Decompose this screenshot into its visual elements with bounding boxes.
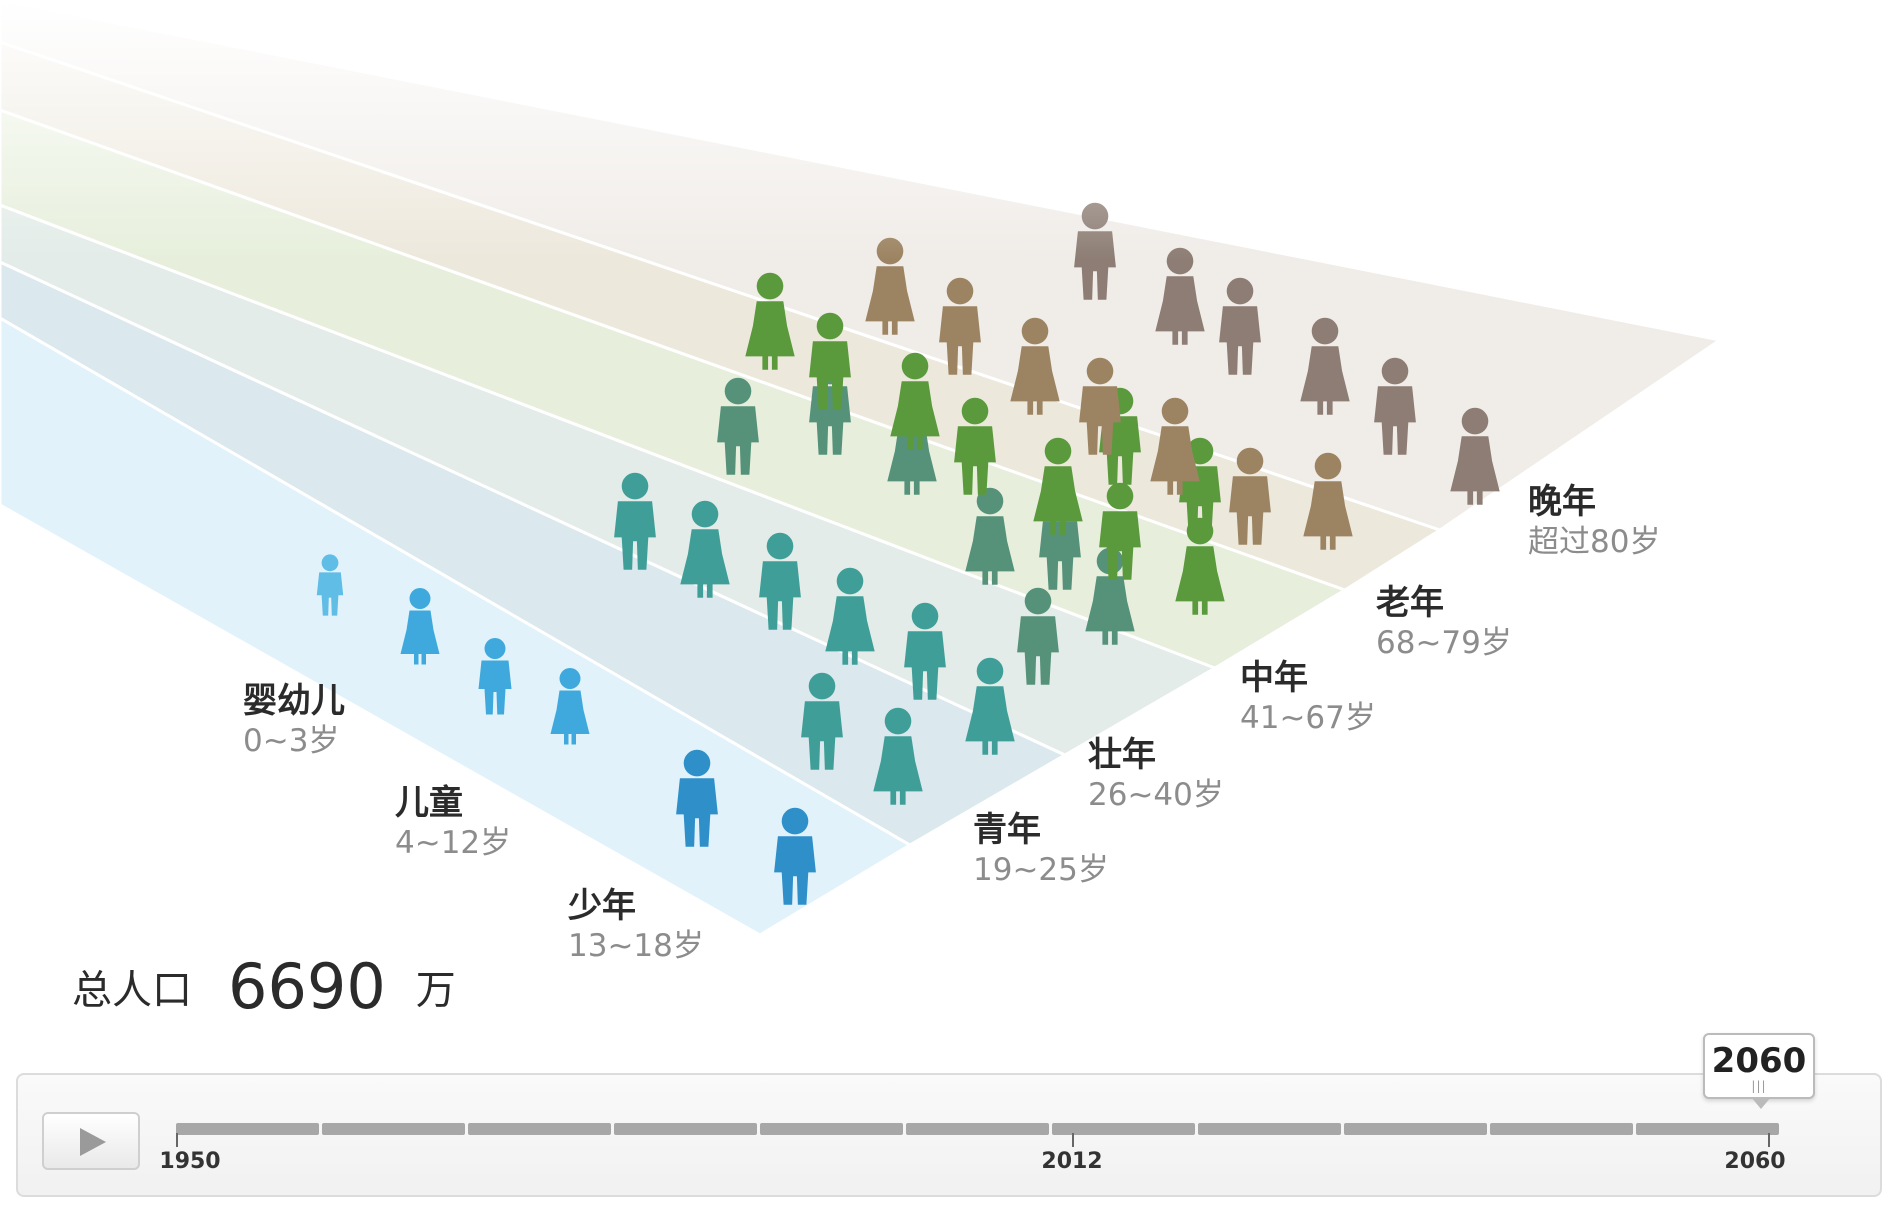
timeline-segment	[468, 1123, 611, 1135]
play-icon	[80, 1128, 106, 1156]
age-bands	[0, 0, 1891, 1040]
timeline-segment	[176, 1123, 319, 1135]
group-label-prime: 壮年 26~40岁	[1088, 735, 1224, 814]
tick-start	[176, 1133, 178, 1147]
timeline-segment	[906, 1123, 1049, 1135]
group-name: 婴幼儿	[243, 681, 345, 721]
group-label-middle: 中年 41~67岁	[1240, 658, 1376, 737]
group-label-teen: 少年 13~18岁	[568, 886, 704, 965]
timeline-segment	[1198, 1123, 1341, 1135]
timeline-segment	[322, 1123, 465, 1135]
group-label-elderly: 晚年 超过80岁	[1528, 482, 1661, 561]
timeline-track[interactable]	[176, 1123, 1784, 1135]
timeline-segment	[1490, 1123, 1633, 1135]
timeline-handle[interactable]: 2060 |||	[1703, 1033, 1815, 1109]
group-range: 41~67岁	[1240, 700, 1376, 737]
total-value: 6690	[228, 950, 386, 1023]
group-range: 26~40岁	[1088, 777, 1224, 814]
group-name: 老年	[1376, 583, 1444, 623]
grip-icon: |||	[1751, 1079, 1767, 1093]
group-range: 0~3岁	[243, 723, 340, 760]
tick-mid	[1072, 1133, 1074, 1147]
timeline-segment	[614, 1123, 757, 1135]
group-label-senior: 老年 68~79岁	[1376, 583, 1512, 662]
year-label-start: 1950	[159, 1149, 221, 1174]
current-year: 2060	[1711, 1041, 1807, 1081]
group-name: 青年	[973, 810, 1041, 850]
group-range: 19~25岁	[973, 852, 1109, 889]
group-label-child: 儿童 4~12岁	[395, 783, 512, 862]
timeline-segment	[760, 1123, 903, 1135]
handle-pointer	[1751, 1097, 1771, 1109]
total-unit: 万	[415, 967, 456, 1014]
total-label: 总人口	[72, 967, 192, 1014]
play-button[interactable]	[42, 1112, 140, 1170]
group-name: 儿童	[395, 783, 463, 823]
timeline-segment	[1052, 1123, 1195, 1135]
group-range: 4~12岁	[395, 825, 512, 862]
tick-end	[1768, 1133, 1770, 1147]
group-range: 超过80岁	[1528, 524, 1661, 561]
year-label-end: 2060	[1724, 1149, 1786, 1174]
timeline-bar: 1950 2012 2060	[16, 1073, 1882, 1197]
group-label-youth: 青年 19~25岁	[973, 810, 1109, 889]
year-label-mid: 2012	[1041, 1149, 1103, 1174]
group-name: 壮年	[1088, 735, 1156, 775]
total-population: 总人口 6690 万	[72, 950, 456, 1023]
group-label-infant: 婴幼儿 0~3岁	[243, 681, 345, 760]
timeline-segment	[1636, 1123, 1779, 1135]
group-name: 少年	[568, 886, 636, 926]
group-range: 68~79岁	[1376, 625, 1512, 662]
group-name: 晚年	[1528, 482, 1596, 522]
group-range: 13~18岁	[568, 928, 704, 965]
group-name: 中年	[1240, 658, 1308, 698]
timeline-segment	[1344, 1123, 1487, 1135]
